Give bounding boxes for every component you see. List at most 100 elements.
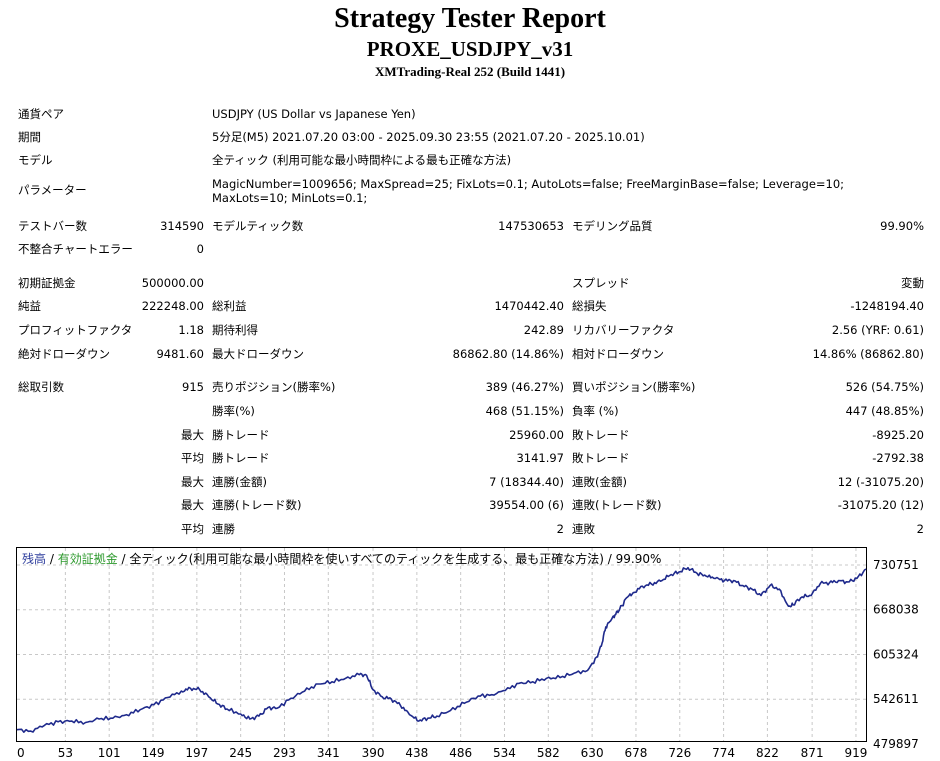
x-tick-label: 0 xyxy=(17,746,25,760)
x-tick-label: 486 xyxy=(449,746,472,760)
max-consec-losses-value: 12 (-31075.20) xyxy=(837,475,924,489)
average-win-value: 3141.97 xyxy=(516,451,564,465)
x-tick-label: 919 xyxy=(845,746,868,760)
avg-consec-prefix: 平均 xyxy=(181,522,204,536)
x-tick-label: 438 xyxy=(405,746,428,760)
expert-name: PROXE_USDJPY_v31 xyxy=(366,37,574,61)
max-consec-wins-value: 7 (18344.40) xyxy=(489,475,564,489)
max-consec-loss-label: 連敗(トレード数) xyxy=(572,498,662,512)
gross-profit-value: 1470442.40 xyxy=(494,299,564,313)
win-rate-value: 468 (51.15%) xyxy=(485,404,564,418)
deposit-value: 500000.00 xyxy=(141,276,204,290)
period-label: 期間 xyxy=(18,130,41,144)
symbol-value: USDJPY (US Dollar vs Japanese Yen) xyxy=(212,107,416,121)
avg-consec-wins-value: 2 xyxy=(556,522,564,536)
avg-consec-losses-label: 連敗 xyxy=(572,522,595,536)
recovery-factor-label: リカバリーファクタ xyxy=(572,323,675,337)
deposit-label: 初期証拠金 xyxy=(18,276,76,290)
avg-consec-losses-value: 2 xyxy=(916,522,924,536)
quality-value: 99.90% xyxy=(880,219,924,233)
x-tick-label: 245 xyxy=(229,746,252,760)
net-profit-label: 純益 xyxy=(18,299,41,313)
profit-factor-value: 1.18 xyxy=(178,323,204,337)
legend-description: / 全ティック(利用可能な最小時間枠を使いすべてのティックを生成する、最も正確な… xyxy=(117,552,662,566)
mismatch-value: 0 xyxy=(196,242,204,256)
y-tick-label: 668038 xyxy=(873,603,919,617)
mismatch-label: 不整合チャートエラー xyxy=(18,242,133,256)
model-value: 全ティック (利用可能な最小時間枠による最も正確な方法) xyxy=(212,153,512,167)
y-tick-label: 605324 xyxy=(873,648,919,662)
short-positions-label: 売りポジション(勝率%) xyxy=(212,380,336,394)
absolute-drawdown-label: 絶対ドローダウン xyxy=(18,347,110,361)
x-tick-label: 101 xyxy=(98,746,121,760)
y-tick-label: 479897 xyxy=(873,737,919,751)
bars-label: テストバー数 xyxy=(18,219,87,233)
x-tick-label: 822 xyxy=(756,746,779,760)
expected-payoff-label: 期待利得 xyxy=(212,323,258,337)
x-tick-label: 678 xyxy=(624,746,647,760)
ticks-value: 147530653 xyxy=(498,219,564,233)
params-value: MagicNumber=1009656; MaxSpread=25; FixLo… xyxy=(212,177,845,205)
spread-value: 変動 xyxy=(901,276,924,290)
avg-consec-wins-label: 連勝 xyxy=(212,522,235,536)
largest-win-label: 勝トレード xyxy=(212,428,270,442)
loss-rate-label: 負率 (%) xyxy=(572,404,619,418)
x-tick-label: 149 xyxy=(142,746,165,760)
gross-loss-value: -1248194.40 xyxy=(850,299,924,313)
period-value: 5分足(M5) 2021.07.20 03:00 - 2025.09.30 23… xyxy=(212,130,645,144)
spread-label: スプレッド xyxy=(572,276,630,290)
largest-win-value: 25960.00 xyxy=(509,428,564,442)
x-tick-label: 534 xyxy=(493,746,516,760)
total-trades-value: 915 xyxy=(182,380,204,394)
report-title: Strategy Tester Report xyxy=(334,3,606,34)
average-loss-value: -2792.38 xyxy=(872,451,924,465)
x-tick-label: 726 xyxy=(668,746,691,760)
gross-profit-label: 総利益 xyxy=(212,299,247,313)
max-consec-profit-value: 39554.00 (6) xyxy=(489,498,564,512)
long-positions-value: 526 (54.75%) xyxy=(845,380,924,394)
largest-loss-value: -8925.20 xyxy=(872,428,924,442)
max-consec-amount-prefix: 最大 xyxy=(181,498,204,512)
average-win-label: 勝トレード xyxy=(212,451,270,465)
gross-loss-label: 総損失 xyxy=(572,299,607,313)
balance-line xyxy=(16,566,867,734)
expected-payoff-value: 242.89 xyxy=(523,323,564,337)
legend-balance: 残高 xyxy=(22,552,47,566)
chart-legend: 残高 / 有効証拠金 / 全ティック(利用可能な最小時間枠を使いすべてのティック… xyxy=(22,551,661,567)
quality-label: モデリング品質 xyxy=(572,219,653,233)
x-tick-label: 630 xyxy=(581,746,604,760)
x-tick-label: 341 xyxy=(317,746,340,760)
params-label: パラメーター xyxy=(18,183,87,197)
y-tick-label: 730751 xyxy=(873,558,919,572)
symbol-label: 通貨ペア xyxy=(18,107,64,121)
maximal-drawdown-label: 最大ドローダウン xyxy=(212,347,304,361)
short-positions-value: 389 (46.27%) xyxy=(485,380,564,394)
average-prefix: 平均 xyxy=(181,451,204,465)
max-consec-prefix: 最大 xyxy=(181,475,204,489)
x-tick-label: 582 xyxy=(537,746,560,760)
x-tick-label: 53 xyxy=(58,746,73,760)
x-tick-label: 293 xyxy=(273,746,296,760)
relative-drawdown-label: 相対ドローダウン xyxy=(572,347,664,361)
model-label: モデル xyxy=(18,153,53,167)
recovery-factor-value: 2.56 (YRF: 0.61) xyxy=(831,323,924,337)
x-tick-label: 774 xyxy=(712,746,735,760)
x-tick-label: 197 xyxy=(185,746,208,760)
max-consec-losses-label: 連敗(金額) xyxy=(572,475,627,489)
server-build: XMTrading-Real 252 (Build 1441) xyxy=(374,64,566,79)
legend-separator: / xyxy=(46,552,58,566)
y-tick-label: 542611 xyxy=(873,692,919,706)
bars-value: 314590 xyxy=(160,219,204,233)
x-tick-label: 871 xyxy=(801,746,824,760)
absolute-drawdown-value: 9481.60 xyxy=(156,347,204,361)
profit-factor-label: プロフィットファクタ xyxy=(18,323,133,337)
average-loss-label: 敗トレード xyxy=(572,451,630,465)
win-rate-label: 勝率(%) xyxy=(212,404,255,418)
total-trades-label: 総取引数 xyxy=(18,380,64,394)
ticks-label: モデルティック数 xyxy=(212,219,304,233)
x-tick-label: 390 xyxy=(362,746,385,760)
largest-loss-label: 敗トレード xyxy=(572,428,630,442)
long-positions-label: 買いポジション(勝率%) xyxy=(572,380,696,394)
relative-drawdown-value: 14.86% (86862.80) xyxy=(812,347,924,361)
